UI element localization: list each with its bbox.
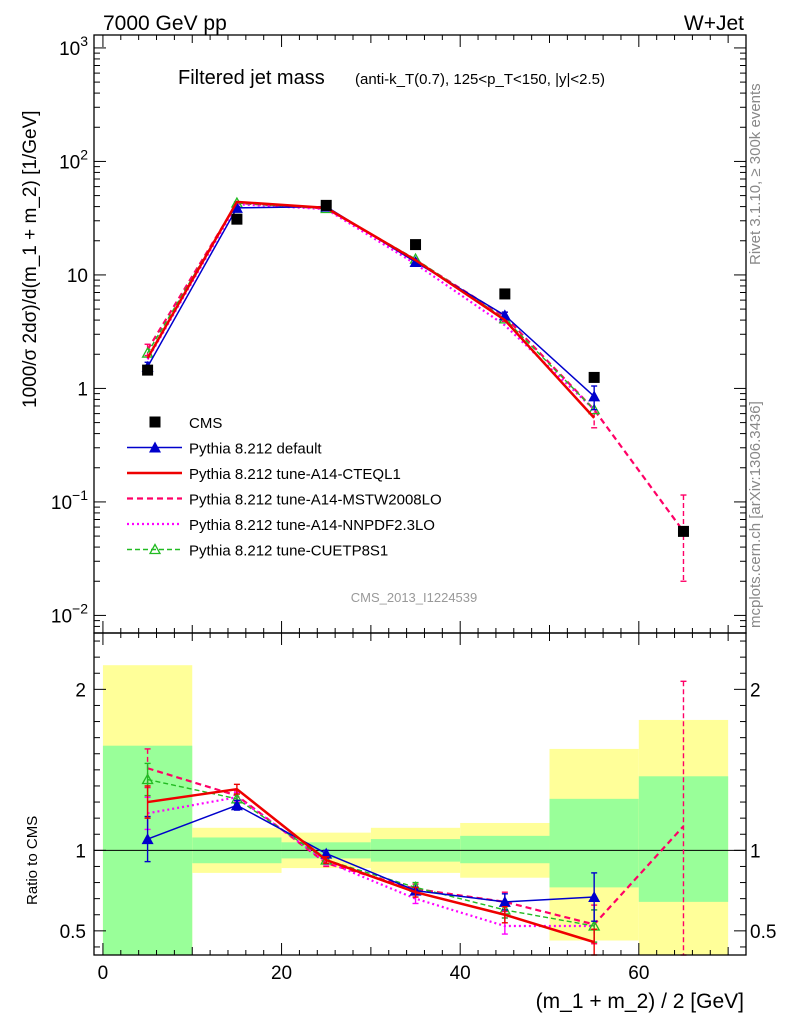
legend-marker-cms <box>149 416 161 428</box>
main-line-nnpdf <box>146 203 595 411</box>
ratio-line-cteql1 <box>147 787 595 944</box>
main-point-cms-2 <box>320 199 332 211</box>
legend-label-default: Pythia 8.212 default <box>189 441 322 458</box>
main-point-cms-1 <box>231 213 243 225</box>
main-y-axis-label: 1000/σ 2dσ)/d(m_1 + m_2) [1/GeV] <box>20 110 41 408</box>
main-point-default-5 <box>588 390 601 402</box>
plot-title: Filtered jet mass <box>178 67 325 89</box>
ratio-point-default-1 <box>230 799 243 811</box>
main-y-tick-label-10: 10 <box>67 266 88 287</box>
main-point-default-1 <box>230 201 243 213</box>
x-tick-label-40: 40 <box>450 963 471 984</box>
main-y-tick-label-10^3: 103 <box>59 33 88 60</box>
main-point-cms-3 <box>410 239 422 251</box>
process-label: W+Jet <box>684 12 744 35</box>
main-y-tick-label-10^-1: 10−1 <box>51 487 88 514</box>
ratio-line-nnpdf <box>147 796 595 928</box>
ratio-y-axis-label: Ratio to CMS <box>24 816 41 905</box>
plot-title-detail: (anti-k_T(0.7), 125<p_T<150, |y|<2.5) <box>355 71 605 88</box>
legend-label-nnpdf: Pythia 8.212 tune-A14-NNPDF2.3LO <box>189 517 435 534</box>
ratio-point-cuetp8s1-0 <box>141 773 154 785</box>
main-panel: 10−2 10−1 1 10 102 103 <box>51 33 747 634</box>
main-point-cms-4 <box>499 288 511 300</box>
main-line-cteql1 <box>146 200 596 419</box>
rivet-version-label: Rivet 3.1.10, ≥ 300k events <box>747 83 764 265</box>
x-tick-label-60: 60 <box>628 963 649 984</box>
main-y-tick-label-1: 1 <box>77 379 88 400</box>
legend: CMS Pythia 8.212 default Pythia 8.212 tune… <box>127 415 442 560</box>
ratio-y-tick-label-right-2: 2 <box>750 680 761 701</box>
ratio-point-default-0 <box>141 833 154 845</box>
legend-label-cms: CMS <box>189 415 222 432</box>
legend-label-cteql1: Pythia 8.212 tune-A14-CTEQL1 <box>189 466 401 483</box>
ratio-y-tick-label-right-1: 1 <box>750 841 761 862</box>
legend-marker-default <box>149 441 161 453</box>
main-point-cms-6 <box>677 525 689 537</box>
ratio-band-inner-4 <box>460 835 550 864</box>
ratio-y-tick-label-left-1: 1 <box>75 841 86 862</box>
ratio-panel: 0 20 40 60 0.5 0.5 1 1 2 2 <box>60 632 776 984</box>
main-y-tick-label-10^2: 102 <box>59 146 88 173</box>
main-point-cms-5 <box>588 371 600 383</box>
legend-label-mstw: Pythia 8.212 tune-A14-MSTW2008LO <box>189 492 442 509</box>
x-tick-label-20: 20 <box>271 963 292 984</box>
x-axis-label: (m_1 + m_2) / 2 [GeV] <box>536 990 744 1013</box>
energy-label: 7000 GeV pp <box>103 12 227 35</box>
main-point-cms-0 <box>142 364 154 376</box>
ratio-y-tick-label-left-2: 2 <box>75 680 86 701</box>
analysis-id: CMS_2013_I1224539 <box>351 590 478 605</box>
ratio-frame <box>93 632 747 956</box>
ratio-y-tick-label-right-0.5: 0.5 <box>750 922 776 943</box>
ratio-y-tick-label-left-0.5: 0.5 <box>60 922 86 943</box>
ratio-line-cuetp8s1 <box>147 778 595 927</box>
x-tick-label-0: 0 <box>98 963 109 984</box>
ratio-point-default-4 <box>498 895 511 907</box>
main-y-tick-label-10^-2: 10−2 <box>51 600 88 627</box>
ratio-point-default-5 <box>588 891 601 903</box>
legend-marker-cuetp8s1 <box>148 543 162 555</box>
ratio-line-default <box>147 804 595 903</box>
ratio-point-default-2 <box>320 847 333 859</box>
mcplots-label: mcplots.cern.ch [arXiv:1306.3436] <box>747 401 764 628</box>
legend-label-cuetp8s1: Pythia 8.212 tune-CUETP8S1 <box>189 543 388 560</box>
